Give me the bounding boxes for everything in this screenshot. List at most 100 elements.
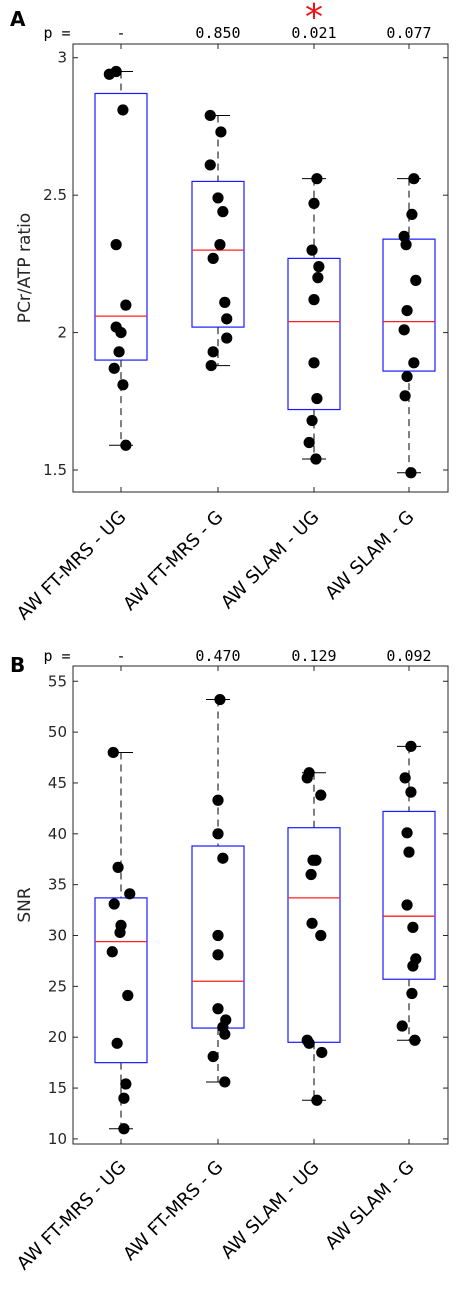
data-point [214,239,226,251]
panel-b: 10 15 20 25 30 35 40 45 50 55 SNR B p = - AW FT-MRS - … [10,647,449,1274]
data-point [111,1037,123,1049]
data-point [103,68,115,80]
data-point [120,299,132,311]
data-point [399,772,411,784]
p-value-label: 0.129 [291,647,336,665]
data-point [311,392,323,405]
data-point [410,274,422,286]
data-point [308,294,320,306]
data-point [219,1028,231,1040]
data-point [113,346,125,358]
data-point [207,346,219,358]
data-point [407,921,419,933]
category-label: AW FT-MRS - G [119,507,227,615]
y-axis-title: SNR [15,887,35,923]
data-point [399,390,411,402]
data-point [107,746,119,759]
data-point [117,379,129,391]
data-point [311,1094,323,1106]
data-point [403,846,415,858]
data-point [221,313,233,325]
data-point [118,1123,130,1135]
data-point [217,852,229,864]
data-point [401,899,413,911]
data-point [407,960,419,972]
y-tick-label: 3 [57,49,67,67]
significance-asterisk: * [305,0,323,38]
y-tick-label: 10 [48,1130,67,1148]
category-label: AW SLAM - UG [217,507,324,614]
p-value-label: 0.092 [386,647,431,665]
data-point [396,1020,408,1032]
y-tick-label: 25 [48,977,67,995]
data-point [118,1092,130,1104]
data-point [305,868,317,881]
data-point [217,206,229,218]
data-point [120,439,132,451]
y-tick-label: 30 [48,927,67,945]
data-point [120,1078,132,1090]
data-point [409,1034,421,1046]
data-point [219,296,231,308]
data-point [221,332,233,344]
data-point [401,827,413,839]
data-point [117,104,129,116]
box-iqr [94,897,148,1064]
data-point [212,1003,224,1015]
data-point [204,109,216,122]
box-iqr [287,257,341,411]
p-value-label: 0.470 [195,647,240,665]
data-point [316,1046,328,1059]
data-point [405,740,417,752]
category-label: AW SLAM - G [321,1157,418,1254]
data-point [207,1050,219,1063]
data-point [212,794,224,806]
y-tick-label: 20 [48,1028,67,1046]
data-point [214,693,226,706]
data-point [310,453,322,465]
y-tick-label: 2 [57,324,67,342]
data-point [315,929,327,942]
data-point [306,917,318,929]
data-point [212,192,224,204]
category-label: AW FT-MRS - G [119,1157,227,1265]
data-point [207,252,219,264]
y-tick-label: 40 [48,825,67,843]
data-point [308,197,320,210]
data-point [212,828,224,840]
y-tick-label: 35 [48,876,67,894]
data-point [122,989,134,1002]
y-tick-label: 15 [48,1079,67,1097]
box-iqr [191,180,245,328]
y-tick-label: 50 [48,723,67,741]
data-point [408,173,420,185]
plot-frame [72,665,449,1145]
data-point [406,208,418,221]
data-point [313,261,325,273]
data-point [405,467,417,479]
box-iqr [94,92,148,361]
box-iqr [382,810,436,980]
category-label: AW SLAM - UG [217,1157,324,1264]
panel-letter: A [10,7,26,31]
category-label: AW FT-MRS - UG [13,507,131,625]
data-point [408,357,420,369]
data-point [405,786,417,798]
category-label: AW SLAM - G [321,507,418,604]
data-point [306,244,318,256]
p-value-label: 0.077 [386,24,431,42]
data-point [398,324,410,336]
data-point [205,359,217,372]
data-point [124,888,136,900]
data-point [303,1037,315,1049]
data-point [308,357,320,369]
data-point [303,436,315,449]
y-tick-label: 2.5 [43,186,67,204]
y-tick-label: 55 [48,672,67,690]
data-point [301,772,313,784]
p-value-prefix: p = [43,647,70,665]
data-point [112,861,124,873]
data-point [212,949,224,961]
data-point [312,272,324,284]
